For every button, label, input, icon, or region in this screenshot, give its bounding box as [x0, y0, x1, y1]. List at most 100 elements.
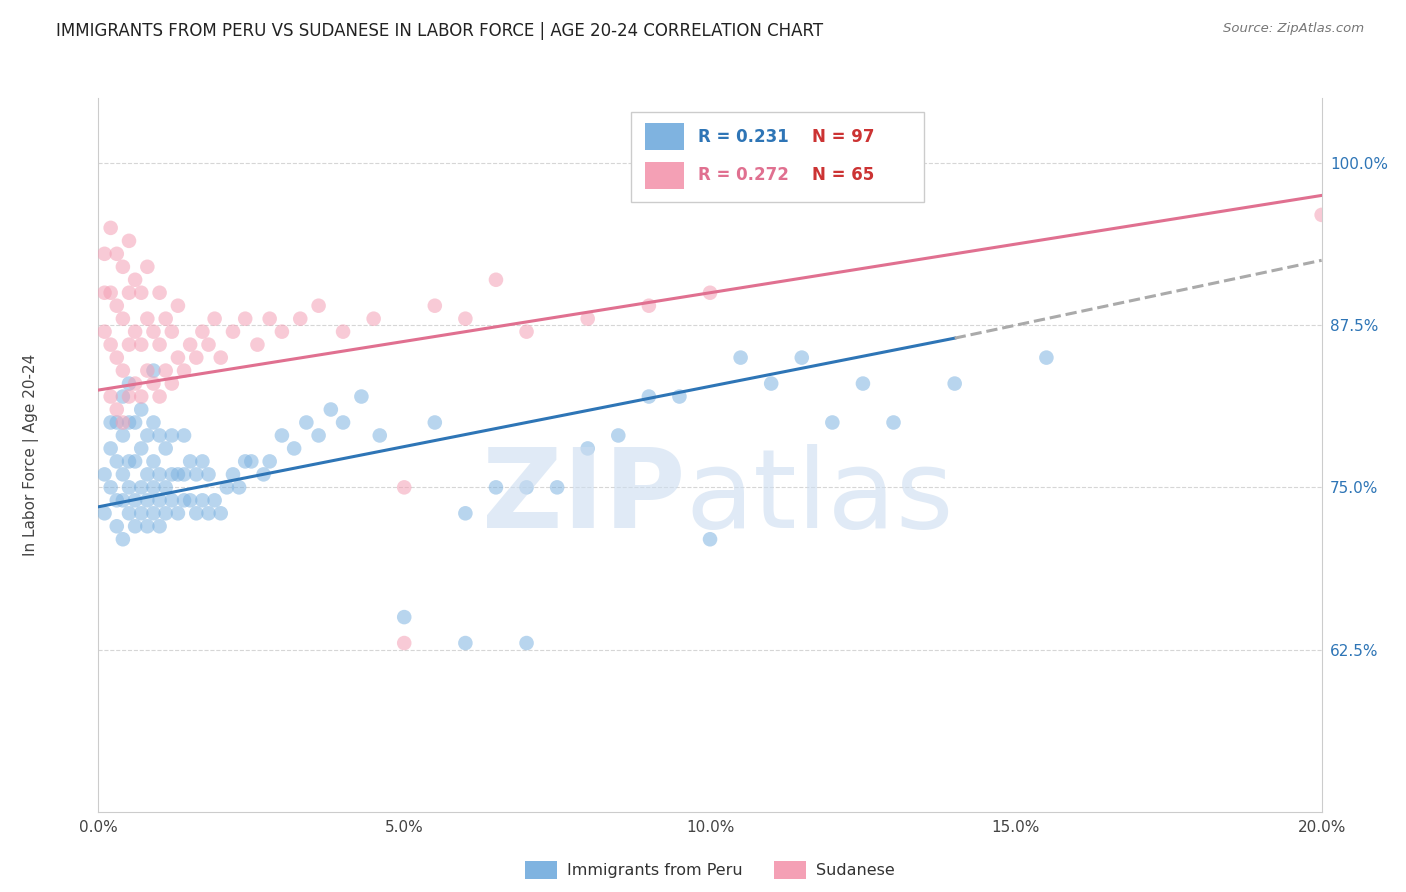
Point [124, 376, 146, 391]
Point [111, 363, 134, 377]
Point [118, 506, 141, 520]
Point [332, 416, 354, 430]
Point [233, 454, 256, 468]
Point [943, 376, 966, 391]
Point [93, 247, 115, 261]
Point [1310, 208, 1333, 222]
Point [124, 493, 146, 508]
Point [516, 636, 538, 650]
Point [129, 402, 152, 417]
Point [155, 480, 177, 494]
Text: R = 0.231: R = 0.231 [697, 128, 789, 145]
Legend: Immigrants from Peru, Sudanese: Immigrants from Peru, Sudanese [519, 855, 901, 886]
Point [129, 337, 152, 351]
Point [179, 337, 201, 351]
Point [105, 454, 128, 468]
Bar [645, 123, 685, 150]
Point [392, 636, 416, 650]
Point [142, 363, 165, 377]
Point [160, 428, 183, 442]
Point [118, 480, 141, 494]
Point [186, 351, 208, 365]
Point [136, 467, 159, 482]
Point [100, 442, 122, 456]
Text: In Labor Force | Age 20-24: In Labor Force | Age 20-24 [22, 354, 39, 556]
Point [142, 416, 165, 430]
Point [454, 506, 477, 520]
Point [173, 493, 195, 508]
Point [668, 390, 690, 404]
Point [173, 428, 195, 442]
Point [160, 467, 183, 482]
Point [155, 311, 177, 326]
Point [516, 480, 538, 494]
Point [124, 519, 146, 533]
Point [155, 442, 177, 456]
Point [197, 467, 219, 482]
Point [179, 493, 201, 508]
Point [160, 493, 183, 508]
Point [93, 467, 115, 482]
Point [295, 416, 318, 430]
Point [93, 506, 115, 520]
Point [209, 351, 232, 365]
Point [546, 480, 568, 494]
Point [259, 311, 281, 326]
Point [118, 390, 141, 404]
Point [319, 402, 342, 417]
Point [100, 337, 122, 351]
Point [637, 299, 661, 313]
Point [118, 337, 141, 351]
Point [392, 610, 416, 624]
Point [485, 480, 508, 494]
Point [332, 325, 354, 339]
Point [191, 493, 214, 508]
Point [423, 416, 446, 430]
Point [363, 311, 385, 326]
Point [485, 273, 508, 287]
Point [252, 467, 274, 482]
Point [142, 480, 165, 494]
Point [124, 273, 146, 287]
Point [204, 311, 226, 326]
Bar [645, 161, 685, 189]
Point [129, 390, 152, 404]
Point [790, 351, 813, 365]
Point [392, 480, 416, 494]
Point [308, 299, 330, 313]
Point [105, 351, 128, 365]
Point [149, 493, 172, 508]
Point [105, 519, 128, 533]
Point [142, 506, 165, 520]
Point [100, 390, 122, 404]
Point [167, 351, 190, 365]
Point [290, 311, 312, 326]
Point [136, 519, 159, 533]
Point [136, 260, 159, 274]
Point [167, 506, 190, 520]
Point [423, 299, 446, 313]
Point [118, 376, 141, 391]
Point [350, 390, 373, 404]
Point [129, 285, 152, 300]
Point [118, 416, 141, 430]
Point [142, 376, 165, 391]
Point [516, 325, 538, 339]
Bar [630, 112, 924, 202]
Point [191, 454, 214, 468]
Point [155, 506, 177, 520]
Point [222, 467, 245, 482]
Point [149, 428, 172, 442]
Point [222, 325, 245, 339]
Point [454, 636, 477, 650]
Point [197, 337, 219, 351]
Point [105, 247, 128, 261]
Point [759, 376, 782, 391]
Point [100, 285, 122, 300]
Point [129, 442, 152, 456]
Point [204, 493, 226, 508]
Point [240, 454, 263, 468]
Point [118, 454, 141, 468]
Point [129, 506, 152, 520]
Point [228, 480, 250, 494]
